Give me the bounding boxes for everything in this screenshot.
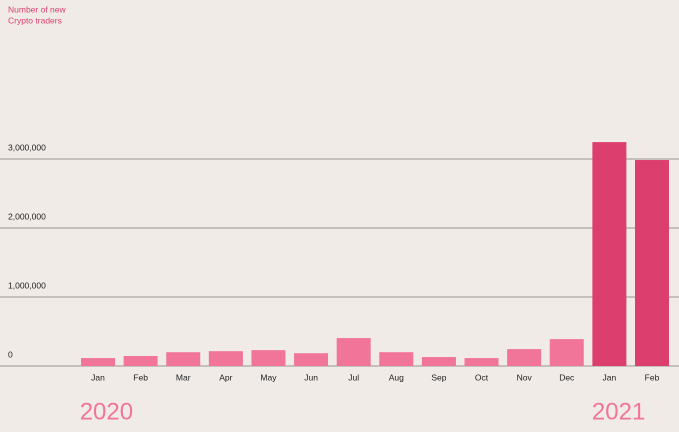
y-axis-label: Crypto traders	[8, 15, 62, 25]
bar	[634, 160, 669, 366]
y-tick-label: 0	[8, 349, 13, 359]
x-tick-label: Mar	[176, 372, 191, 382]
bar	[81, 358, 116, 366]
x-tick-label: Feb	[133, 372, 148, 382]
legend-label: 2021	[592, 398, 645, 425]
x-tick-label: Dec	[559, 372, 575, 382]
bar	[251, 350, 286, 366]
bar	[208, 351, 243, 366]
x-tick-label: Oct	[475, 372, 489, 382]
x-tick-label: May	[260, 372, 277, 382]
x-tick-label: Apr	[219, 372, 232, 382]
x-tick-label: Jan	[603, 372, 617, 382]
x-tick-label: Sep	[431, 372, 446, 382]
legend-label: 2020	[80, 398, 133, 425]
y-axis-label: Number of new	[8, 4, 66, 14]
bar	[123, 355, 158, 366]
x-tick-label: Jan	[91, 372, 105, 382]
x-tick-label: Feb	[645, 372, 660, 382]
bar	[336, 338, 371, 366]
y-tick-label: 1,000,000	[8, 280, 46, 290]
x-tick-label: Nov	[517, 372, 533, 382]
bar	[592, 142, 627, 366]
bar	[549, 339, 584, 366]
bar	[379, 352, 414, 366]
x-tick-label: Aug	[389, 372, 404, 382]
bar	[294, 353, 329, 366]
x-tick-label: Jul	[348, 372, 359, 382]
bar	[507, 349, 542, 366]
bar	[464, 358, 499, 366]
bar	[166, 352, 201, 366]
y-tick-label: 3,000,000	[8, 142, 46, 152]
x-tick-label: Jun	[304, 372, 318, 382]
bar	[421, 357, 456, 366]
y-tick-label: 2,000,000	[8, 211, 46, 221]
